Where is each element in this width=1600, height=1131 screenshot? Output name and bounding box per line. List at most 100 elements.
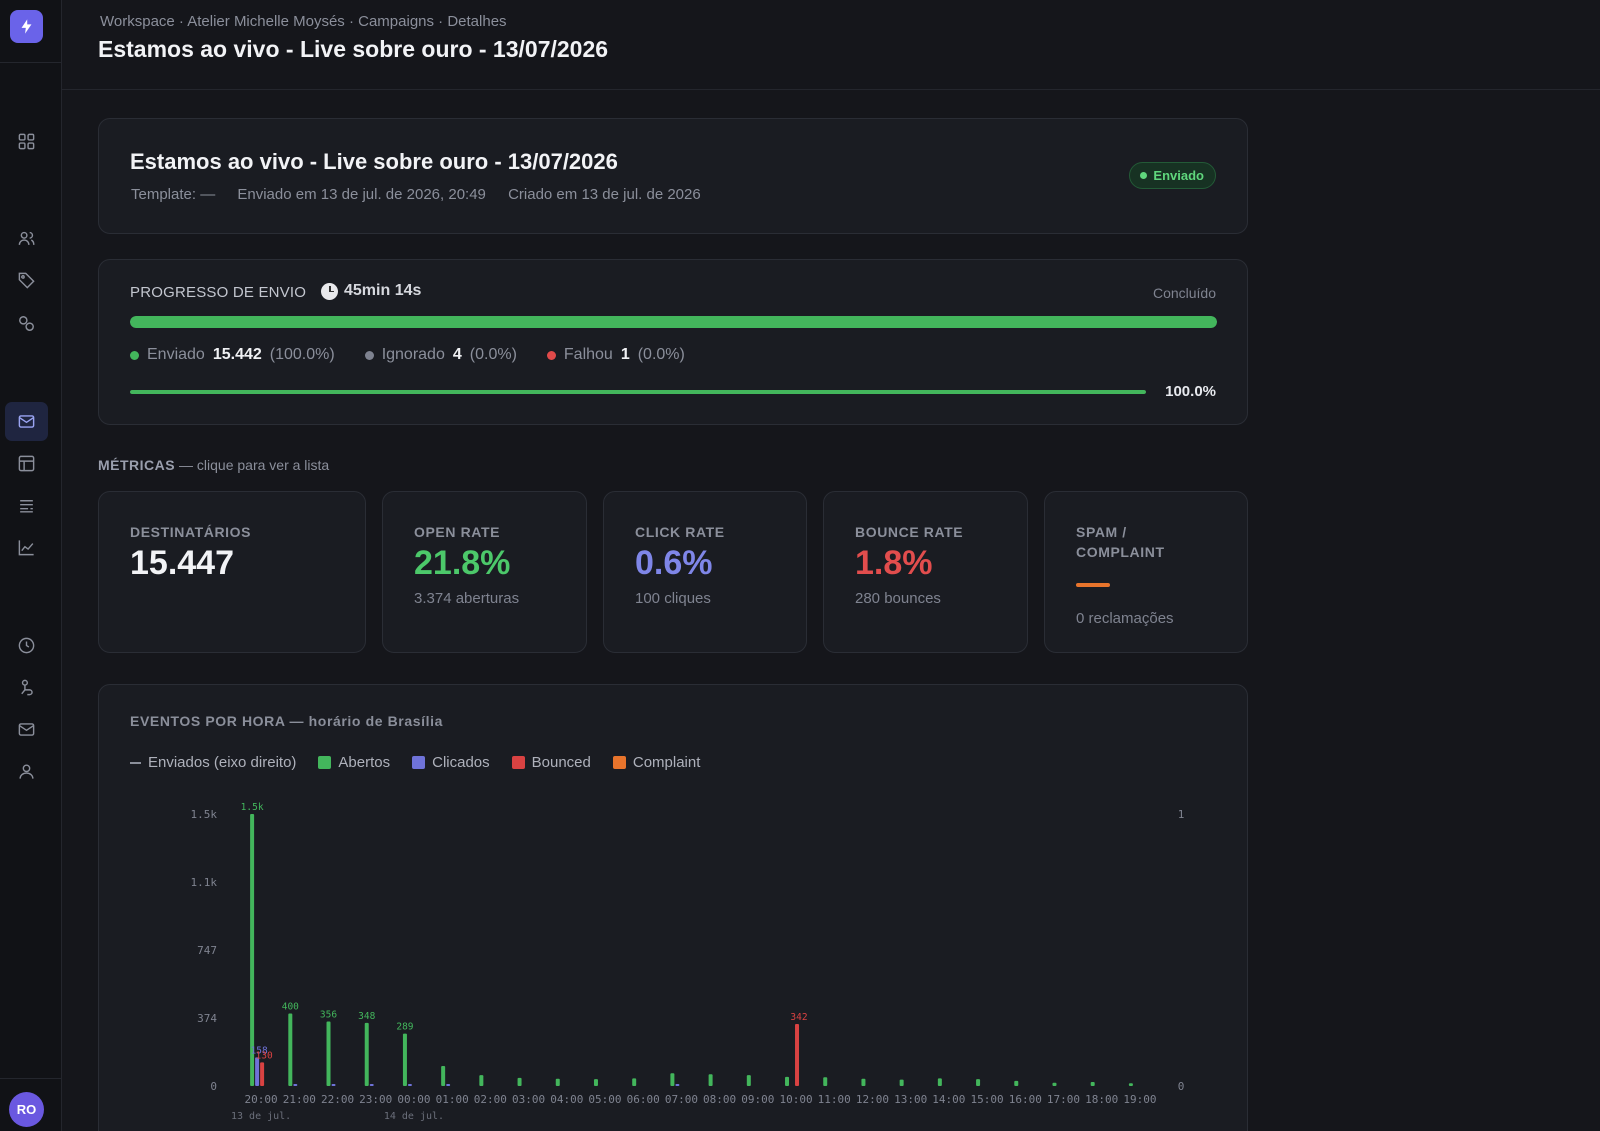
status-badge: Enviado	[1129, 162, 1216, 189]
legend-complaint[interactable]: Complaint	[612, 754, 701, 771]
bar-abertos	[250, 814, 255, 1086]
progress-label: PROGRESSO DE ENVIO	[130, 284, 307, 301]
bar-abertos	[708, 1074, 713, 1086]
legend-label: Enviados (eixo direito)	[148, 754, 297, 771]
bar-clicados	[675, 1084, 680, 1086]
x-tick-label: 21:00	[283, 1093, 316, 1106]
progress-bar-fill	[130, 316, 1217, 328]
sidebar: RO	[0, 0, 62, 1131]
y2-tick-label: 1	[1178, 808, 1185, 821]
bar-abertos	[288, 1013, 293, 1086]
data-label: 289	[396, 1022, 413, 1033]
y-tick-label: 1.1k	[191, 876, 218, 889]
x-tick-label: 00:00	[397, 1093, 430, 1106]
failed-dot-icon	[546, 350, 556, 360]
bar-abertos	[1090, 1082, 1095, 1086]
sidebar-divider	[0, 62, 62, 63]
y-tick-label: 0	[210, 1080, 217, 1093]
bar-abertos	[326, 1021, 331, 1086]
x-tick-label: 15:00	[971, 1093, 1004, 1106]
sidebar-item-reports[interactable]	[5, 528, 48, 567]
bar-abertos	[364, 1022, 369, 1086]
metric-card-recipients[interactable]: DESTINATÁRIOS 15.447	[98, 491, 366, 653]
sidebar-item-history[interactable]	[5, 626, 48, 665]
metric-sub: 280 bounces	[855, 590, 941, 607]
profile-icon	[19, 764, 34, 779]
legend-bounced[interactable]: Bounced	[511, 754, 591, 771]
page-header: Workspace · Atelier Michelle Moysés · Ca…	[62, 0, 1600, 90]
data-label: 130	[256, 1050, 273, 1061]
swatch-icon	[412, 756, 426, 769]
legend-sent[interactable]: Enviados (eixo direito)	[130, 754, 296, 771]
x-tick-label: 19:00	[1123, 1093, 1156, 1106]
x-tick-label: 03:00	[512, 1093, 545, 1106]
data-label: 158	[251, 1045, 268, 1056]
legend-clicked[interactable]: Clicados	[412, 754, 490, 771]
bar-abertos	[1052, 1082, 1057, 1086]
progress-status: Concluído	[1152, 285, 1216, 301]
app-logo-icon[interactable]	[10, 10, 43, 43]
progress-bar	[130, 316, 1217, 328]
breadcrumb[interactable]: Workspace · Atelier Michelle Moysés · Ca…	[100, 13, 507, 30]
x-tick-label: 10:00	[779, 1093, 812, 1106]
stat-pct: (100.0%)	[269, 346, 335, 363]
bar-bounced	[795, 1023, 800, 1086]
sidebar-item-contacts[interactable]	[5, 219, 48, 258]
bar-clicados	[446, 1084, 451, 1086]
bar-abertos	[1128, 1083, 1133, 1086]
legend-label: Clicados	[432, 754, 490, 771]
x-tick-label: 04:00	[550, 1093, 583, 1106]
bar-abertos	[441, 1066, 446, 1086]
metric-label: SPAM / COMPLAINT	[1076, 524, 1165, 560]
metric-label: CLICK RATE	[635, 524, 725, 540]
dashboard-icon	[18, 133, 35, 150]
avatar[interactable]: RO	[9, 1092, 44, 1127]
metric-sub: 3.374 aberturas	[414, 590, 520, 607]
stat-failed: Falhou 1 (0.0%)	[546, 346, 685, 364]
sidebar-item-inbox[interactable]	[5, 710, 48, 749]
bar-abertos	[632, 1078, 637, 1086]
legend-label: Complaint	[632, 754, 701, 771]
sidebar-item-dashboard[interactable]	[5, 122, 48, 161]
sent-dot-icon	[130, 350, 139, 360]
reports-icon	[18, 540, 34, 556]
created-at: Criado em 13 de jul. de 2026	[508, 186, 701, 203]
bar-abertos	[937, 1078, 942, 1086]
metric-label: BOUNCE RATE	[855, 524, 964, 540]
metric-card-click-rate[interactable]: CLICK RATE 0.6% 100 cliques	[603, 491, 807, 653]
automation-icon	[21, 679, 33, 696]
stat-ignored: Ignorado 4 (0.0%)	[364, 346, 517, 364]
mail-icon	[18, 415, 35, 428]
sidebar-item-profile[interactable]	[5, 752, 48, 791]
stat-count: 1	[620, 346, 630, 363]
bar-abertos	[976, 1079, 981, 1086]
bar-clicados	[255, 1057, 260, 1086]
metric-value: 15.447	[130, 544, 234, 582]
metric-card-spam-complaint[interactable]: SPAM / COMPLAINT 0 reclamações	[1044, 491, 1248, 653]
stat-count: 15.442	[212, 346, 262, 363]
bar-abertos	[517, 1077, 522, 1086]
chart-title: EVENTOS POR HORA — horário de Brasília	[130, 713, 443, 729]
sidebar-item-automation[interactable]	[5, 668, 48, 707]
sent-at: Enviado em 13 de jul. de 2026, 20:49	[237, 186, 486, 203]
page-title: Estamos ao vivo - Live sobre ouro - 13/0…	[98, 36, 609, 62]
metric-label: OPEN RATE	[414, 524, 501, 540]
metrics-title: MÉTRICAS	[98, 457, 176, 473]
swatch-icon	[511, 756, 525, 769]
campaign-summary-card: Estamos ao vivo - Live sobre ouro - 13/0…	[98, 118, 1248, 234]
metric-card-open-rate[interactable]: OPEN RATE 21.8% 3.374 aberturas	[382, 491, 587, 653]
empty-value-dash	[1076, 583, 1110, 587]
bar-abertos	[479, 1075, 484, 1086]
templates-icon	[18, 455, 35, 472]
x-tick-label: 06:00	[627, 1093, 660, 1106]
sidebar-item-campaigns[interactable]	[5, 402, 48, 441]
legend-opened[interactable]: Abertos	[318, 754, 390, 771]
data-label: 1.5k	[241, 802, 264, 813]
sidebar-item-segments[interactable]	[5, 304, 48, 343]
metric-value: 21.8%	[414, 544, 511, 582]
bar-bounced	[260, 1062, 265, 1086]
sidebar-item-templates[interactable]	[5, 444, 48, 483]
sidebar-item-tags[interactable]	[5, 261, 48, 300]
metric-card-bounce-rate[interactable]: BOUNCE RATE 1.8% 280 bounces	[823, 491, 1028, 653]
sidebar-item-lists[interactable]	[5, 486, 48, 525]
